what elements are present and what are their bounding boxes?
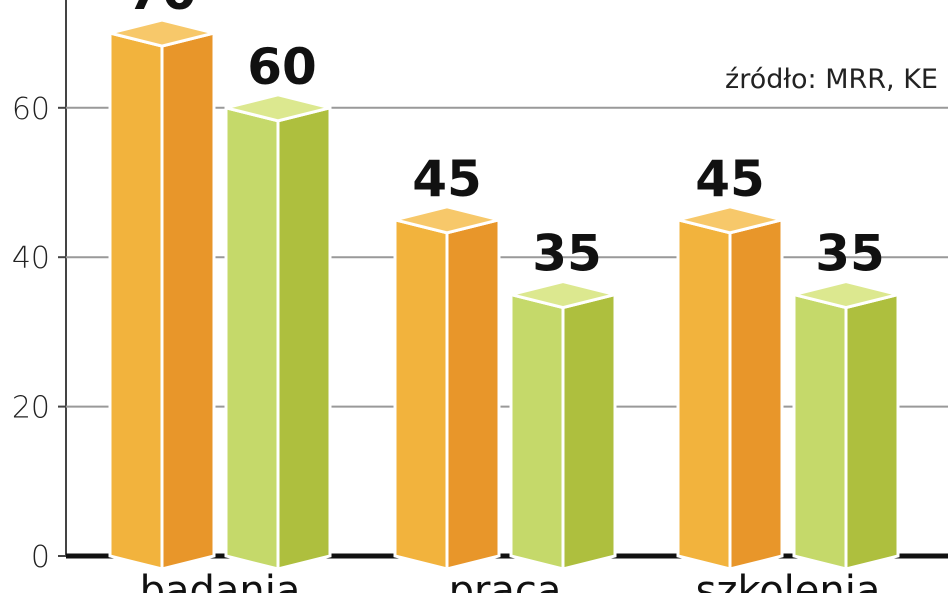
source-note: źródło: MRR, KE xyxy=(725,64,938,95)
y-tick-label: 40 xyxy=(12,241,50,276)
bar-top-face xyxy=(109,18,215,48)
y-tick-label: 60 xyxy=(12,92,50,127)
value-label: 45 xyxy=(695,150,765,208)
bar-right-face xyxy=(160,31,216,571)
y-tick-label: 0 xyxy=(31,540,50,575)
bar-left-face xyxy=(108,31,164,571)
value-label: 60 xyxy=(247,38,317,96)
bar-right-face xyxy=(844,292,900,571)
value-label: 45 xyxy=(412,150,482,208)
value-label: 35 xyxy=(532,225,602,283)
bar-top-face xyxy=(510,280,616,310)
bar-right-face xyxy=(728,217,784,571)
bar-left-face xyxy=(393,217,449,571)
bar-left-face xyxy=(792,292,848,571)
bar-top-face xyxy=(793,280,899,310)
y-tick-label: 20 xyxy=(12,391,50,426)
bar xyxy=(676,205,784,571)
category-label: praca xyxy=(449,568,562,593)
value-label: 70 xyxy=(127,0,197,21)
bar-right-face xyxy=(276,105,332,571)
category-label: badania xyxy=(140,568,301,593)
bar-top-face xyxy=(394,205,500,235)
bar-left-face xyxy=(509,292,565,571)
bar xyxy=(393,205,501,571)
bar xyxy=(108,18,216,571)
bar xyxy=(792,280,900,571)
bar-left-face xyxy=(224,105,280,571)
bar-right-face xyxy=(445,217,501,571)
bar-right-face xyxy=(561,292,617,571)
value-label: 35 xyxy=(815,225,885,283)
bar-left-face xyxy=(676,217,732,571)
bar-top-face xyxy=(225,93,331,123)
bar xyxy=(224,93,332,571)
bar-top-face xyxy=(677,205,783,235)
bar xyxy=(509,280,617,571)
category-label: szkolenia xyxy=(696,568,881,593)
